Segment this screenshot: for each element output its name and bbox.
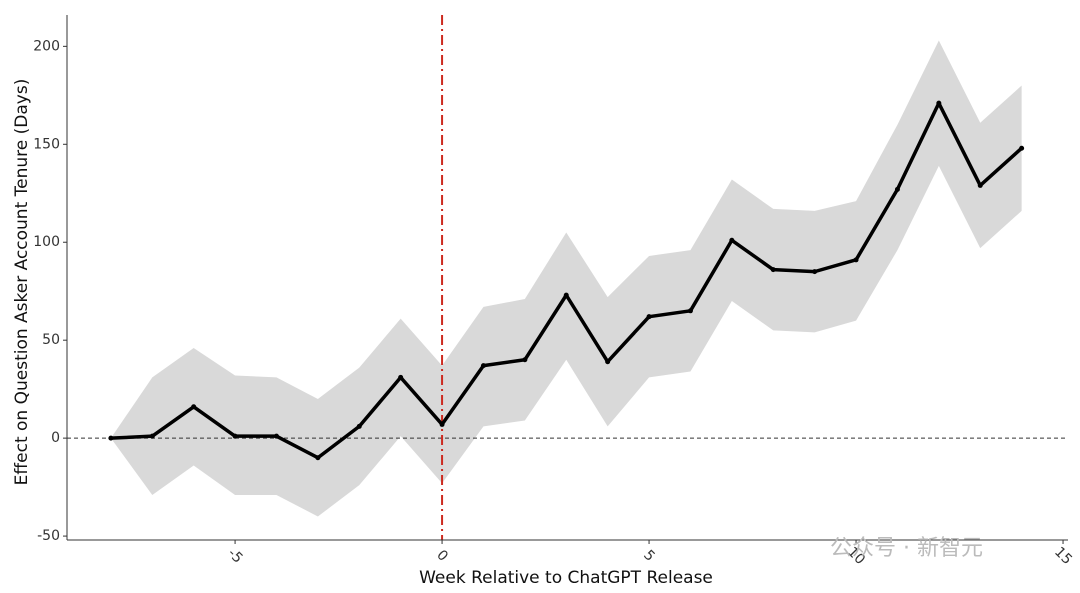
point	[936, 100, 942, 106]
point	[232, 433, 238, 439]
point	[356, 423, 362, 429]
point	[646, 314, 652, 320]
y-axis-title: Effect on Question Asker Account Tenure …	[12, 79, 32, 486]
point	[439, 421, 445, 427]
point	[605, 359, 611, 365]
x-tick-label: 15	[1051, 544, 1075, 568]
confidence-band	[110, 40, 1022, 517]
point	[108, 435, 114, 441]
y-tick-label: -50	[37, 528, 60, 544]
y-tick-label: 150	[33, 136, 60, 152]
point	[273, 433, 279, 439]
watermark: 公众号 · 新智元	[830, 536, 983, 561]
point	[770, 267, 776, 273]
point	[729, 237, 735, 243]
point	[894, 186, 900, 192]
point	[977, 182, 983, 188]
point	[1019, 145, 1025, 151]
x-tick-label: -5	[224, 545, 245, 566]
point	[191, 404, 197, 410]
y-tick-label: 200	[33, 38, 60, 54]
x-tick-label: 0	[433, 547, 451, 565]
point	[563, 292, 569, 298]
point	[398, 374, 404, 380]
x-tick-label: 5	[640, 547, 658, 565]
point	[687, 308, 693, 314]
y-tick-label: 50	[42, 332, 60, 348]
x-axis-title: Week Relative to ChatGPT Release	[419, 568, 713, 588]
point	[522, 357, 528, 363]
y-tick-label: 100	[33, 234, 60, 250]
point	[149, 433, 155, 439]
point	[853, 257, 859, 263]
point	[480, 363, 486, 369]
point	[315, 455, 321, 461]
y-tick-label: 0	[51, 430, 60, 446]
point	[812, 269, 818, 275]
